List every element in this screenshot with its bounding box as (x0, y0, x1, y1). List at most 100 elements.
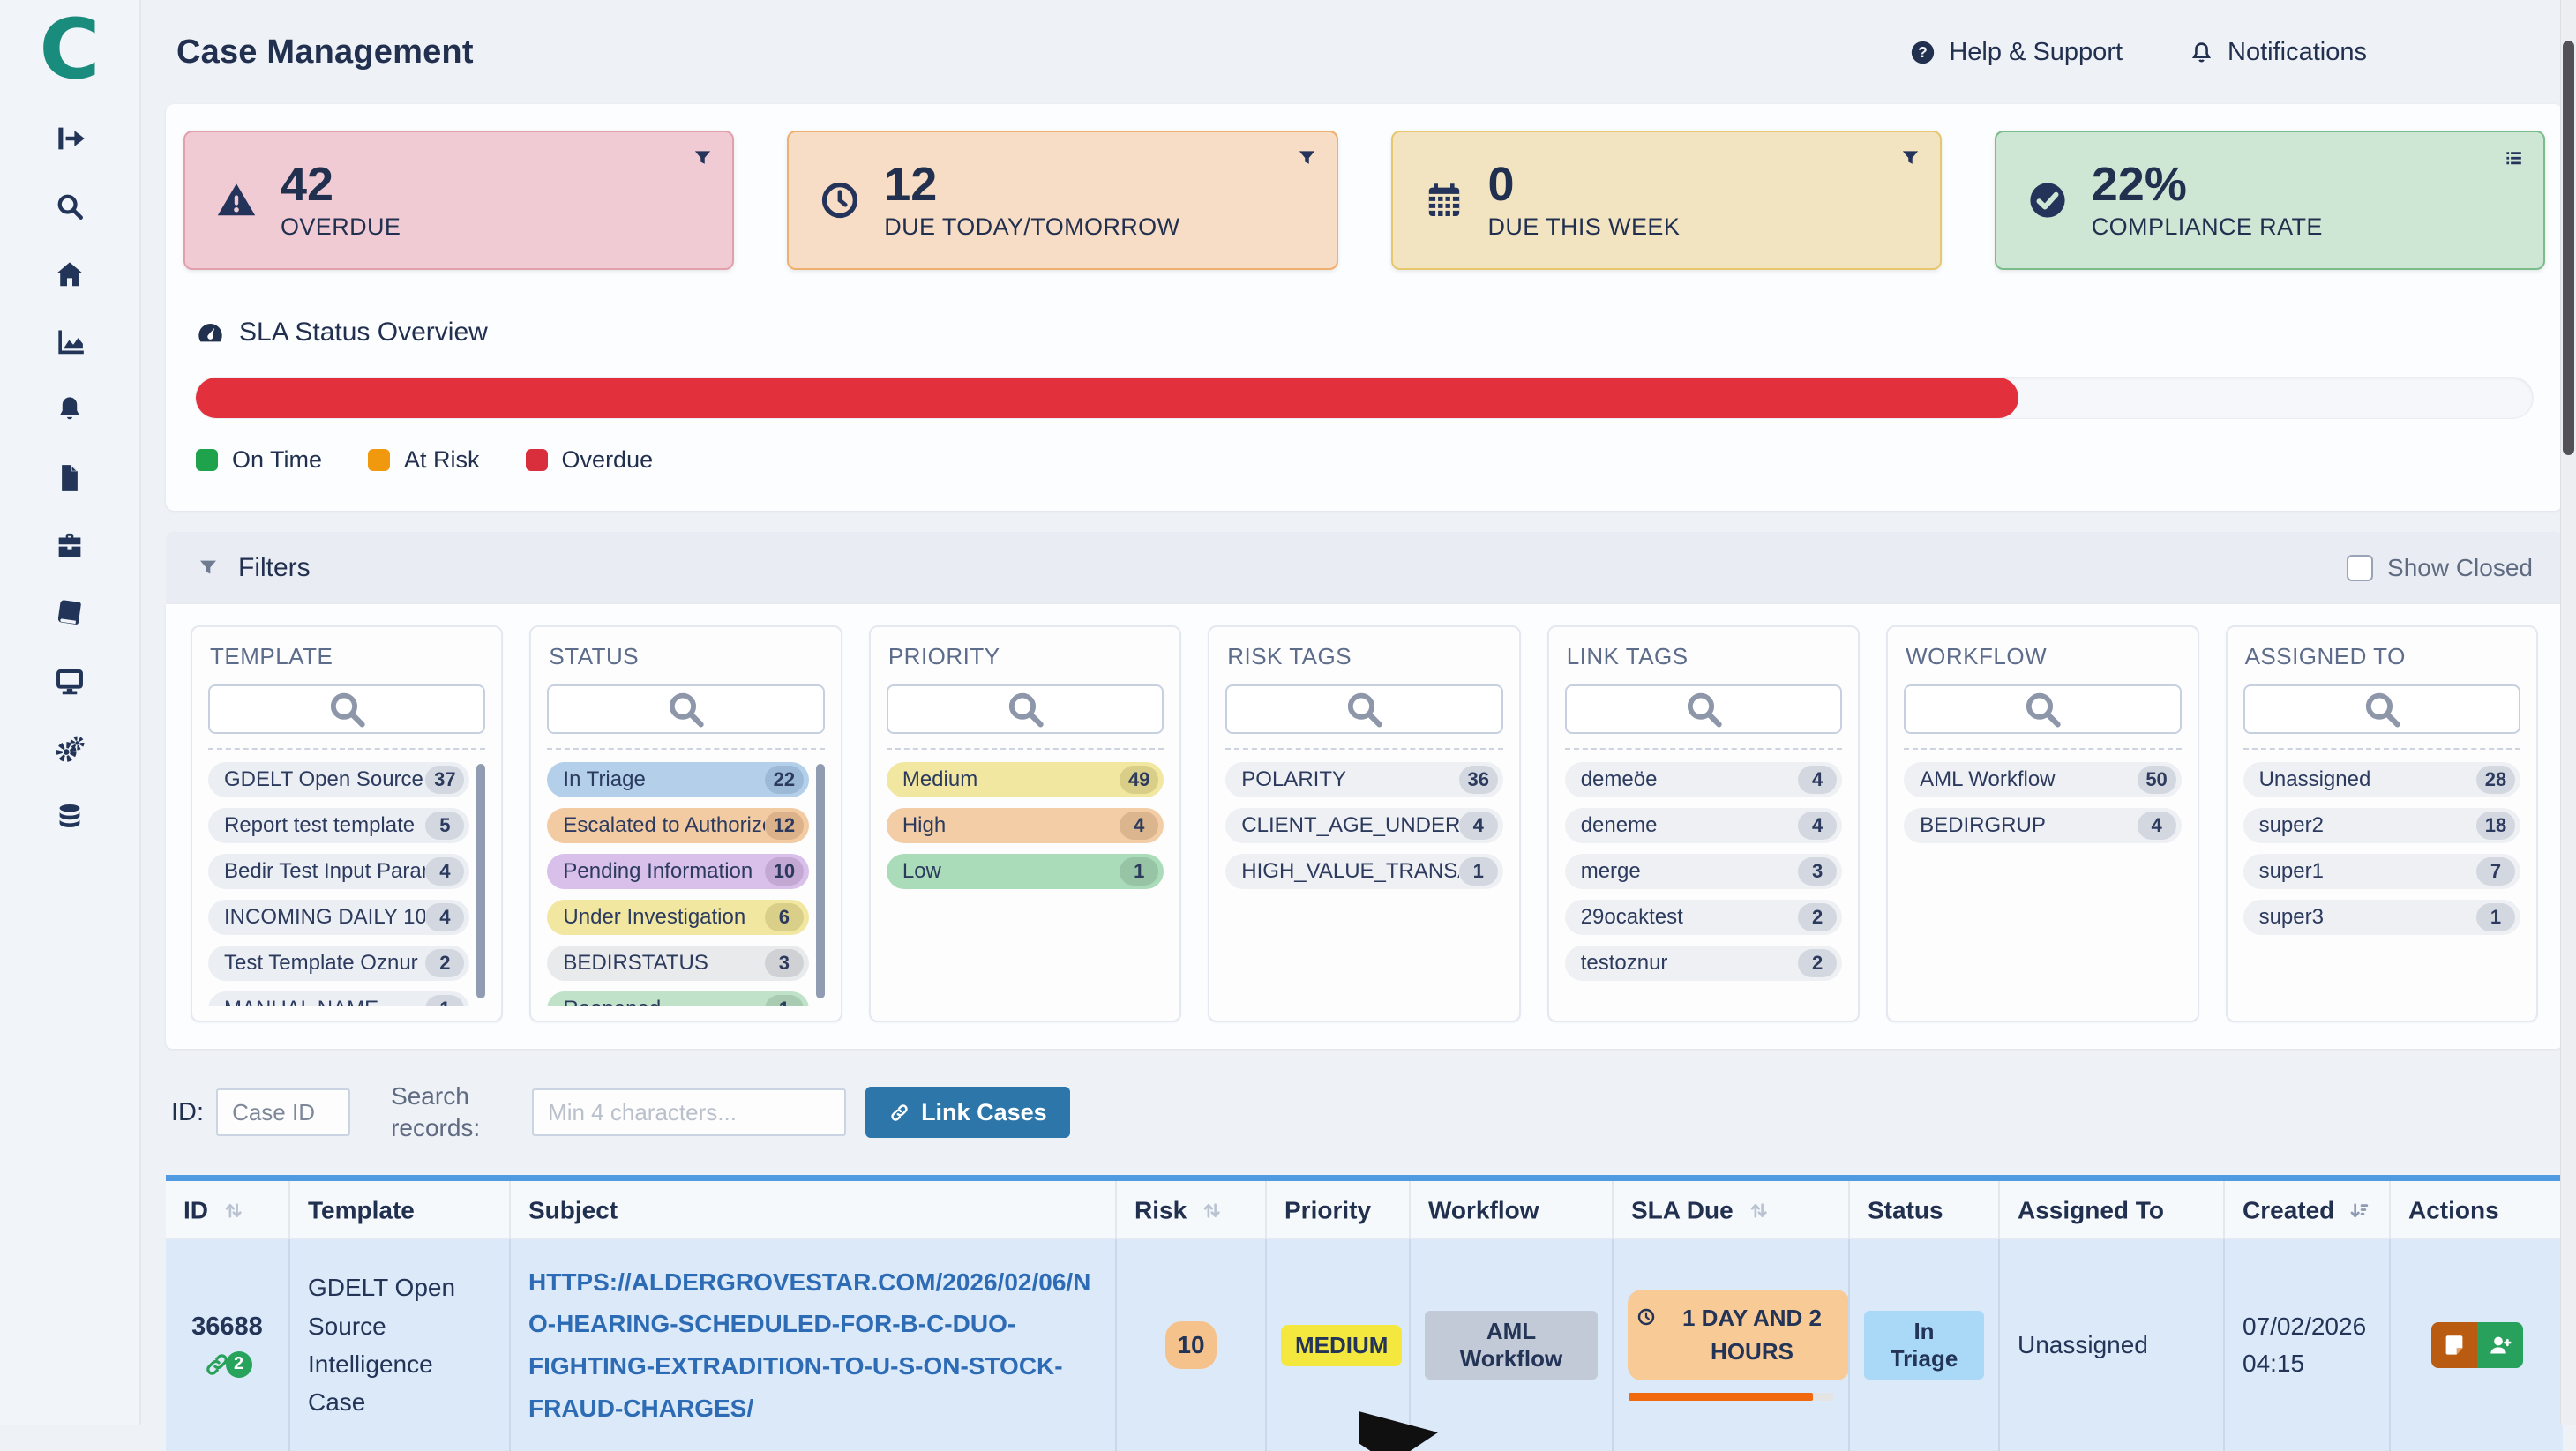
filter-item-label: Escalated to Authorizer (563, 813, 764, 838)
sidebar-item-cases[interactable] (53, 529, 86, 563)
subject-link[interactable]: HTTPS://ALDERGROVESTAR.COM/2026/02/06/NO… (528, 1268, 1090, 1422)
search-records-input[interactable] (532, 1088, 846, 1136)
sort-desc-icon[interactable] (2347, 1198, 2372, 1223)
filter-item[interactable]: GDELT Open Source I...37 (208, 762, 469, 797)
filter-search-input[interactable] (821, 696, 825, 723)
filter-item[interactable]: INCOMING DAILY 103 ...4 (208, 900, 469, 935)
list-scrollbar[interactable] (816, 764, 825, 998)
funnel-icon[interactable] (691, 146, 715, 170)
sidebar-item-home[interactable] (53, 258, 86, 291)
filter-item[interactable]: Bedir Test Input Parame...4 (208, 854, 469, 889)
sort-icon[interactable] (221, 1198, 246, 1223)
sidebar-item-data[interactable] (53, 801, 86, 834)
stat-label: DUE THIS WEEK (1488, 213, 1681, 241)
filter-item[interactable]: MANUAL NAME1 (208, 991, 469, 1006)
column-header-actions[interactable]: Actions (2390, 1181, 2563, 1239)
column-header-sla-due[interactable]: SLA Due (1613, 1181, 1849, 1239)
note-button[interactable] (2431, 1322, 2477, 1368)
sidebar-item-settings[interactable] (53, 733, 86, 767)
funnel-icon[interactable] (1295, 146, 1319, 170)
filter-search (1904, 684, 2181, 734)
funnel-icon[interactable] (1898, 146, 1922, 170)
legend-label: At Risk (404, 446, 480, 474)
sidebar-item-documents[interactable] (53, 461, 86, 495)
link-cases-button[interactable]: Link Cases (865, 1087, 1070, 1138)
column-header-assigned-to[interactable]: Assigned To (1999, 1181, 2224, 1239)
filter-search-input[interactable] (482, 696, 485, 723)
case-id-input[interactable] (216, 1088, 350, 1136)
filter-item-count: 2 (1798, 949, 1837, 977)
sidebar-item-records[interactable] (53, 597, 86, 631)
page-scrollbar[interactable] (2560, 0, 2576, 1425)
column-header-priority[interactable]: Priority (1266, 1181, 1410, 1239)
filter-search-input[interactable] (1160, 696, 1164, 723)
linked-cases[interactable]: 2 (180, 1350, 274, 1379)
filter-item-count: 4 (2138, 812, 2176, 840)
filter-item[interactable]: CLIENT_AGE_UNDER_184 (1225, 808, 1502, 843)
column-header-id[interactable]: ID (166, 1181, 289, 1239)
page-scrollbar-thumb[interactable] (2563, 41, 2574, 455)
sort-icon[interactable] (1199, 1198, 1224, 1223)
case-id[interactable]: 36688 (180, 1313, 274, 1342)
column-header-risk[interactable]: Risk (1116, 1181, 1266, 1239)
filter-search-input[interactable] (1838, 696, 1842, 723)
filter-item[interactable]: HIGH_VALUE_TRANSA...1 (1225, 854, 1502, 889)
sidebar-item-search[interactable] (53, 190, 86, 223)
assign-user-button[interactable] (2477, 1322, 2523, 1368)
sidebar-item-analytics[interactable] (53, 325, 86, 359)
help-support-button[interactable]: ? Help & Support (1909, 38, 2123, 67)
warning-icon (215, 179, 258, 221)
filter-search-input[interactable] (2517, 696, 2520, 723)
clock-icon (1636, 1307, 1656, 1327)
list-scrollbar[interactable] (476, 764, 485, 998)
filter-item-count: 10 (765, 857, 804, 886)
show-closed-toggle[interactable]: Show Closed (2347, 554, 2533, 582)
column-header-workflow[interactable]: Workflow (1410, 1181, 1613, 1239)
sla-due-text: 1 DAY AND 2 HOURS (1663, 1302, 1841, 1368)
filter-search-input[interactable] (2178, 696, 2182, 723)
app-logo[interactable]: C (40, 9, 101, 92)
filter-search-input[interactable] (1500, 696, 1503, 723)
sidebar-item-sign-in[interactable] (53, 122, 86, 155)
filter-item-label: merge (1581, 859, 1641, 884)
list-icon[interactable] (2502, 146, 2526, 170)
sort-icon[interactable] (1746, 1198, 1771, 1223)
show-closed-checkbox[interactable] (2347, 555, 2373, 581)
stat-card-compliance-rate[interactable]: 22%COMPLIANCE RATE (1995, 131, 2545, 270)
column-header-template[interactable]: Template (289, 1181, 510, 1239)
column-header-created[interactable]: Created (2224, 1181, 2390, 1239)
notifications-button[interactable]: Notifications (2188, 38, 2367, 67)
column-header-subject[interactable]: Subject (510, 1181, 1116, 1239)
sidebar-item-monitoring[interactable] (53, 665, 86, 699)
sidebar-item-alerts[interactable] (53, 393, 86, 427)
filter-item[interactable]: Reopened1 (547, 991, 808, 1006)
column-header-status[interactable]: Status (1849, 1181, 1999, 1239)
